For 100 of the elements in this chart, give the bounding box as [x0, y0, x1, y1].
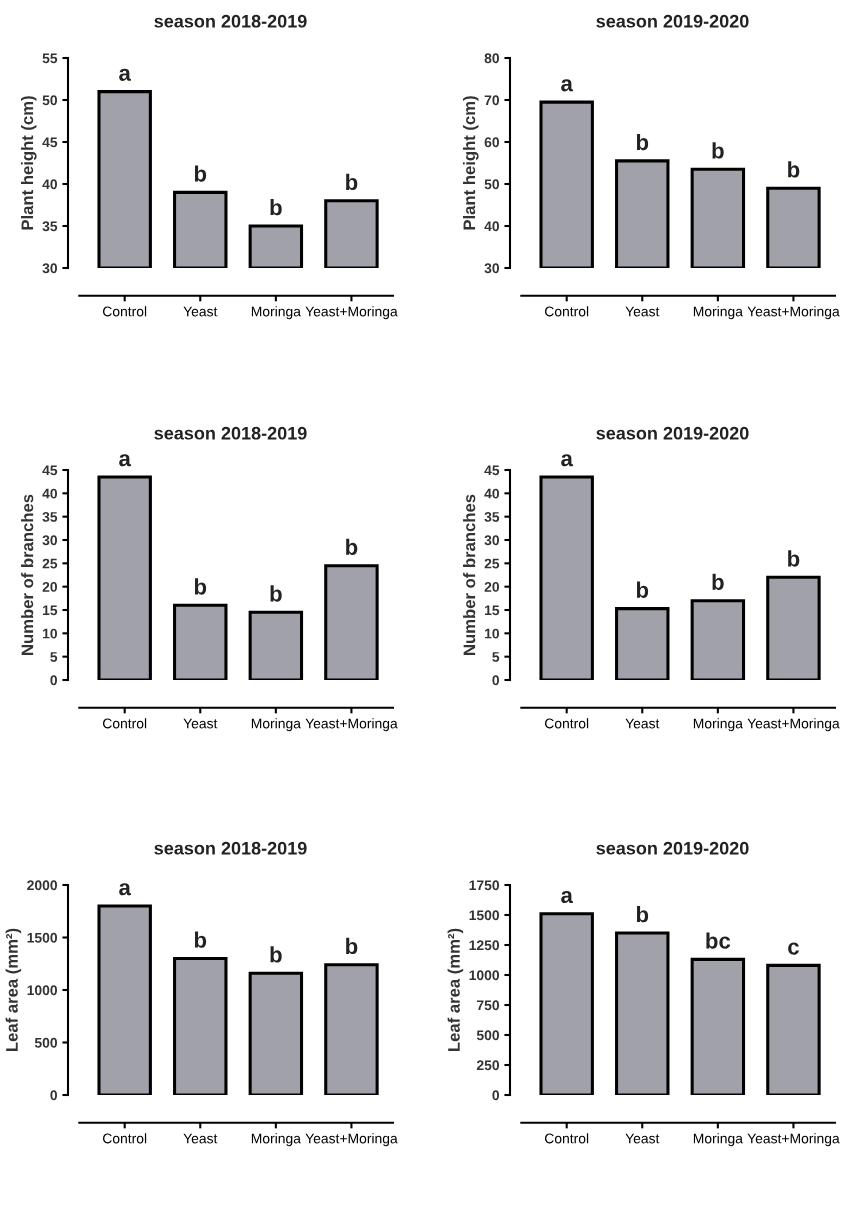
- chart-title: season 2018-2019: [154, 426, 307, 440]
- annotation: b: [194, 578, 207, 595]
- y-tick-label: 35: [484, 512, 500, 522]
- y-tick-label: 40: [42, 488, 58, 499]
- y-axis-title: Plant height (cm): [20, 96, 37, 230]
- x-tick-label: Control: [545, 1133, 589, 1144]
- chart-title: season 2019-2020: [596, 841, 749, 855]
- annotation: b: [346, 173, 358, 191]
- x-tick-label: Yeast: [183, 718, 218, 729]
- x-tick-label: Control: [103, 718, 147, 729]
- y-tick-label: 45: [42, 465, 58, 476]
- x-tick-label: Yeast+Moringa: [305, 718, 398, 732]
- x-tick-label: Control: [545, 718, 589, 729]
- x-tick-label: Moringa: [693, 1133, 743, 1147]
- y-tick-label: 80: [484, 53, 500, 64]
- annotation: a: [119, 68, 132, 81]
- annotation: b: [270, 585, 282, 602]
- y-tick-label: 10: [485, 628, 500, 639]
- y-axis-title: Number of branches: [21, 494, 34, 655]
- y-tick-label: 60: [484, 137, 500, 148]
- annotation: b: [712, 573, 724, 590]
- annotation: c: [788, 942, 799, 955]
- x-tick-label: Control: [103, 306, 147, 317]
- y-tick-label: 30: [42, 263, 58, 274]
- y-tick-label: 50: [42, 95, 58, 106]
- y-tick-label: 0: [50, 1090, 58, 1101]
- y-tick-label: 20: [484, 582, 500, 592]
- y-tick-label: 2000: [27, 880, 58, 891]
- y-tick-label: 40: [484, 488, 500, 499]
- y-tick-label: 25: [42, 558, 58, 569]
- chart-title: season 2019-2020: [596, 426, 749, 440]
- y-tick-label: 25: [484, 558, 500, 569]
- chart-title: season 2018-2019: [154, 841, 307, 855]
- y-tick-label: 55: [42, 53, 58, 64]
- x-tick-label: Yeast+Moringa: [747, 306, 840, 320]
- x-tick-label: Yeast+Moringa: [305, 1133, 398, 1147]
- y-tick-label: 40: [484, 221, 500, 232]
- x-tick-label: Yeast: [625, 306, 660, 317]
- y-tick-label: 0: [492, 1090, 500, 1101]
- y-tick-label: 70: [484, 95, 500, 106]
- annotation: b: [636, 133, 649, 151]
- y-tick-label: 45: [484, 465, 500, 476]
- annotation: b: [346, 937, 358, 955]
- y-tick-label: 5: [492, 652, 500, 662]
- x-tick-label: Moringa: [251, 1133, 301, 1147]
- x-tick-label: Yeast+Moringa: [747, 718, 840, 732]
- y-tick-label: 1750: [469, 880, 500, 891]
- y-tick-label: 30: [484, 535, 500, 546]
- y-axis-title: Leaf area (mm²): [5, 928, 22, 1051]
- y-tick-label: 30: [42, 535, 58, 546]
- annotation: b: [636, 905, 649, 923]
- annotation: b: [194, 165, 207, 182]
- y-tick-label: 15: [43, 605, 58, 616]
- x-tick-label: Moringa: [693, 306, 743, 320]
- y-tick-label: 1000: [469, 970, 500, 981]
- y-tick-label: 500: [34, 1037, 58, 1048]
- chart-title: season 2018-2019: [154, 14, 307, 28]
- x-tick-label: Yeast: [625, 1133, 660, 1144]
- annotation: bc: [706, 932, 731, 949]
- y-tick-label: 1500: [27, 932, 58, 943]
- x-tick-label: Moringa: [251, 718, 301, 732]
- annotation: a: [561, 454, 574, 467]
- annotation: b: [194, 931, 207, 948]
- annotation: a: [119, 454, 132, 467]
- y-tick-label: 0: [50, 675, 58, 686]
- y-tick-label: 250: [476, 1060, 500, 1071]
- y-tick-label: 45: [42, 137, 58, 148]
- x-tick-label: Yeast: [183, 306, 218, 317]
- annotation: a: [119, 883, 132, 896]
- annotation: a: [561, 890, 574, 904]
- y-tick-label: 15: [485, 605, 500, 616]
- x-tick-label: Moringa: [693, 718, 743, 732]
- y-axis-title: Plant height (cm): [462, 96, 479, 230]
- y-tick-label: 30: [484, 263, 500, 274]
- chart-title: season 2019-2020: [596, 14, 749, 28]
- x-tick-label: Control: [545, 306, 589, 317]
- y-tick-label: 0: [492, 675, 500, 686]
- x-tick-label: Control: [103, 1133, 147, 1144]
- y-tick-label: 50: [484, 179, 500, 190]
- y-axis-title: Leaf area (mm²): [447, 928, 464, 1051]
- annotation: b: [346, 538, 358, 555]
- annotation: b: [788, 161, 800, 178]
- y-tick-label: 500: [476, 1030, 500, 1041]
- y-tick-label: 20: [42, 582, 58, 592]
- x-tick-label: Yeast: [625, 718, 660, 729]
- x-tick-label: Moringa: [251, 306, 301, 320]
- y-tick-label: 5: [50, 652, 58, 662]
- y-tick-label: 10: [43, 628, 58, 639]
- annotation: a: [561, 79, 574, 92]
- annotation: b: [270, 198, 282, 216]
- x-tick-label: Yeast+Moringa: [747, 1133, 840, 1147]
- x-tick-label: Yeast: [183, 1133, 218, 1144]
- y-tick-label: 1250: [469, 940, 500, 951]
- y-tick-label: 1000: [27, 985, 58, 996]
- x-tick-label: Yeast+Moringa: [305, 306, 398, 320]
- y-tick-label: 35: [42, 221, 58, 232]
- y-tick-label: 40: [42, 179, 58, 190]
- annotation: b: [788, 550, 800, 567]
- y-axis-title: Number of branches: [463, 494, 476, 655]
- annotation: b: [270, 946, 282, 963]
